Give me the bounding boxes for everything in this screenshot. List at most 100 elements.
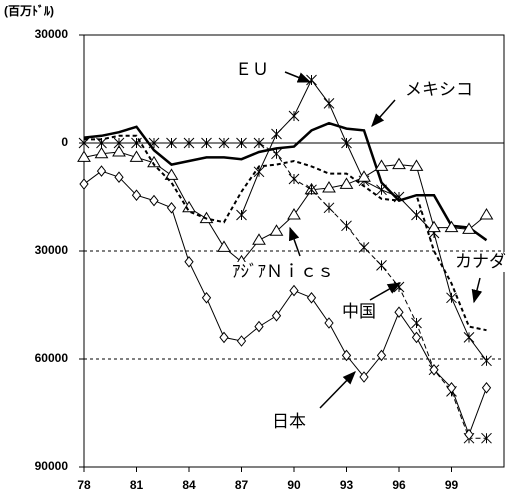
point — [147, 155, 161, 168]
point — [411, 331, 422, 344]
point — [184, 255, 194, 268]
x-tick-label: 78 — [77, 478, 91, 492]
point — [339, 177, 354, 189]
point — [236, 137, 247, 149]
point — [131, 189, 142, 202]
point — [166, 201, 177, 214]
point — [357, 170, 371, 182]
y-tick-label: 30000 — [35, 27, 69, 41]
annotation-arrow — [471, 277, 483, 304]
point — [358, 242, 370, 253]
point — [324, 317, 334, 329]
point — [79, 178, 89, 190]
point — [481, 432, 492, 444]
series — [77, 145, 494, 267]
point — [166, 137, 177, 149]
label-bg — [453, 252, 508, 272]
point — [164, 168, 179, 180]
point — [271, 148, 282, 160]
point — [306, 291, 317, 304]
point — [236, 209, 247, 221]
point — [217, 240, 231, 252]
point — [253, 137, 265, 149]
series-line — [83, 170, 487, 437]
y-tick-label: 30000 — [35, 243, 69, 257]
point — [252, 233, 266, 245]
label-bg — [340, 302, 378, 322]
series — [78, 137, 492, 444]
y-axis-label: (百万ﾄﾞﾙ) — [4, 3, 54, 18]
y-tick-label: 60000 — [35, 351, 69, 365]
point — [253, 166, 265, 178]
point — [481, 355, 492, 367]
x-tick-label: 81 — [130, 478, 144, 492]
point — [96, 165, 107, 177]
series — [79, 165, 492, 441]
x-tick-label: 87 — [235, 478, 249, 492]
point — [182, 200, 196, 213]
point — [444, 220, 459, 233]
point — [376, 349, 387, 362]
point — [394, 306, 404, 319]
series-line — [83, 151, 487, 263]
series-label: ＥＵ — [235, 60, 269, 80]
point — [341, 349, 352, 362]
point — [287, 208, 301, 220]
label-bg — [270, 412, 308, 432]
point — [114, 171, 124, 184]
point — [94, 146, 109, 159]
x-tick-label: 90 — [287, 478, 301, 492]
point — [112, 145, 126, 157]
label-bg — [403, 80, 475, 100]
point — [183, 137, 195, 149]
point — [254, 320, 264, 333]
point — [446, 381, 457, 394]
series-label: 中国 — [342, 302, 376, 322]
series-label: カナダ — [455, 252, 506, 272]
point — [463, 332, 475, 343]
point — [306, 74, 317, 86]
x-tick-label: 93 — [340, 478, 354, 492]
point — [376, 260, 387, 271]
x-tick-label: 99 — [445, 478, 459, 492]
point — [374, 159, 389, 171]
point — [429, 363, 439, 376]
point — [148, 137, 160, 149]
point — [271, 128, 282, 140]
label-bg — [233, 60, 271, 80]
annotation-arrow — [369, 282, 402, 301]
point — [288, 110, 300, 122]
x-tick-label: 96 — [392, 478, 406, 492]
point — [288, 173, 300, 185]
point — [271, 309, 282, 322]
point — [201, 291, 212, 304]
point — [359, 371, 369, 383]
point — [446, 292, 457, 304]
point — [201, 137, 212, 149]
series — [236, 74, 492, 367]
point — [411, 209, 422, 221]
point — [427, 220, 441, 233]
point — [462, 222, 476, 234]
point — [341, 220, 352, 232]
annotation-arrow — [284, 71, 312, 83]
point — [323, 98, 335, 109]
point — [323, 202, 335, 214]
point — [129, 150, 144, 162]
point — [218, 137, 230, 149]
point — [409, 159, 424, 171]
point — [392, 157, 406, 170]
y-tick-label: 0 — [61, 135, 68, 149]
point — [113, 137, 125, 149]
annotation-arrow — [319, 371, 356, 409]
series-label: ｱｼﾞｱＮｉｃｓ — [232, 262, 334, 282]
y-tick-label: 90000 — [35, 459, 69, 473]
series — [84, 134, 487, 332]
series-line — [84, 134, 487, 332]
point — [341, 137, 352, 149]
point — [77, 150, 91, 162]
plot-frame — [83, 34, 505, 468]
point — [411, 317, 422, 329]
point — [479, 208, 494, 220]
